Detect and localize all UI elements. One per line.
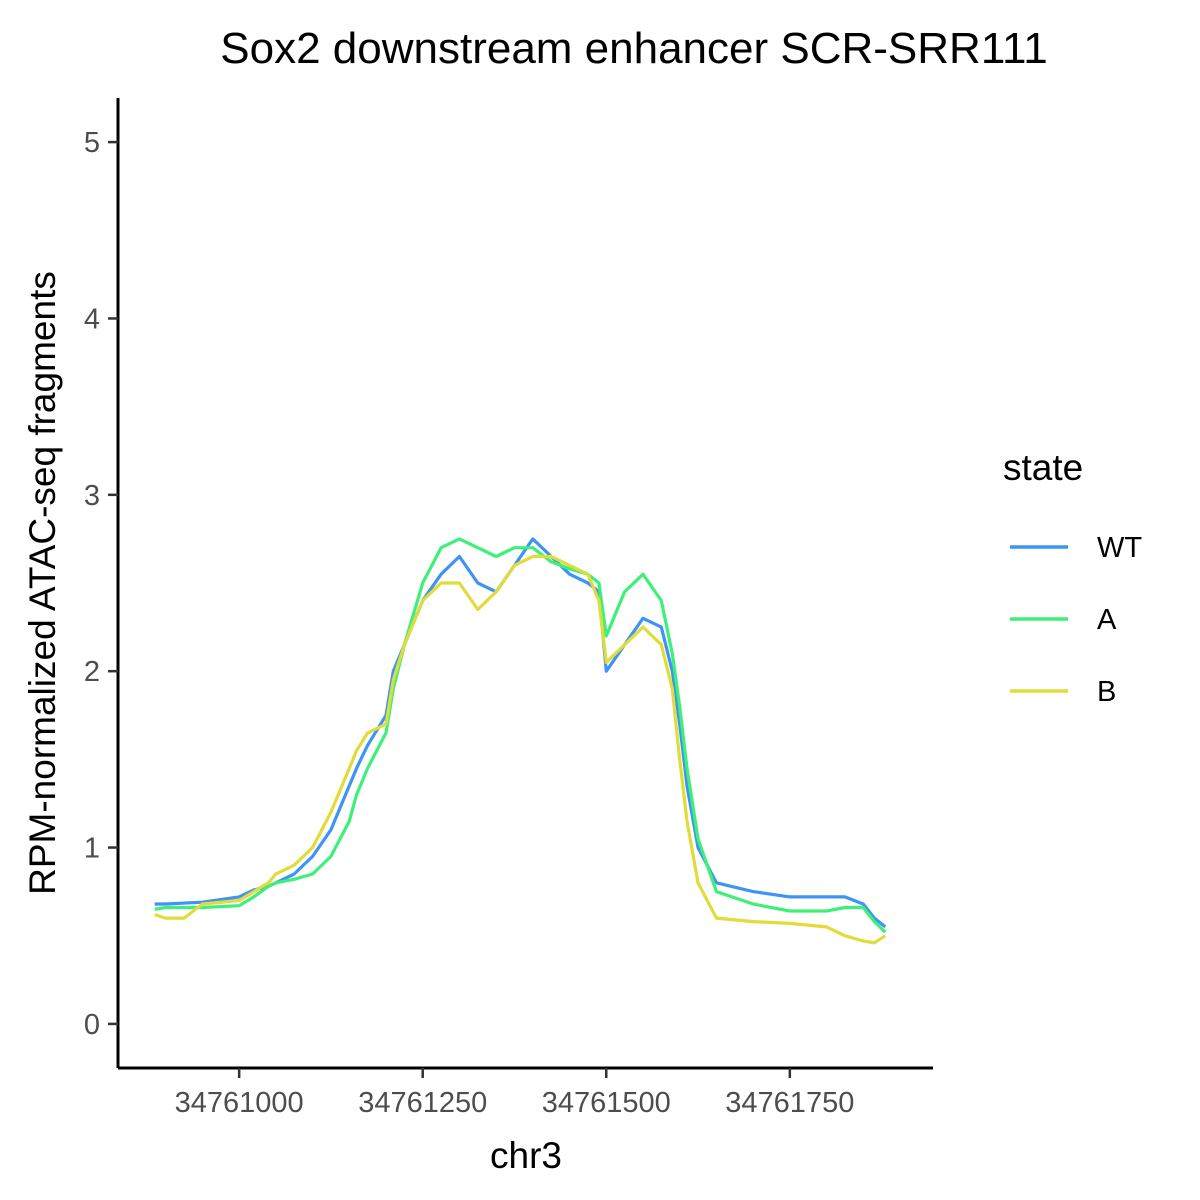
x-axis-title: chr3 [490,1135,562,1176]
legend: state WT A B [1003,447,1142,708]
y-tick-label: 3 [84,480,100,512]
x-axis-ticks: 34761000 34761250 34761500 34761750 [175,1068,854,1119]
legend-items: WT A B [1010,532,1142,708]
series-line-a [154,537,887,934]
x-tick-label: 34761500 [542,1087,671,1119]
x-tick-label: 34761000 [175,1087,304,1119]
y-axis-title: RPM-normalized ATAC-seq fragments [22,271,63,895]
x-tick-label: 34761250 [358,1087,487,1119]
legend-label-a: A [1097,604,1117,636]
series-line-wt [154,537,887,929]
legend-label-wt: WT [1097,532,1142,564]
y-tick-label: 2 [84,656,100,688]
series-line-b [154,554,887,945]
y-tick-label: 4 [84,303,100,335]
series-layer [154,537,887,945]
chart-title: Sox2 downstream enhancer SCR-SRR111 [220,24,1047,73]
y-tick-label: 5 [84,127,100,159]
legend-label-b: B [1097,676,1116,708]
y-tick-label: 1 [84,833,100,865]
legend-title: state [1003,447,1083,488]
y-axis-ticks: 0 1 2 3 4 5 [84,127,118,1041]
y-tick-label: 0 [84,1009,100,1041]
x-tick-label: 34761750 [725,1087,854,1119]
